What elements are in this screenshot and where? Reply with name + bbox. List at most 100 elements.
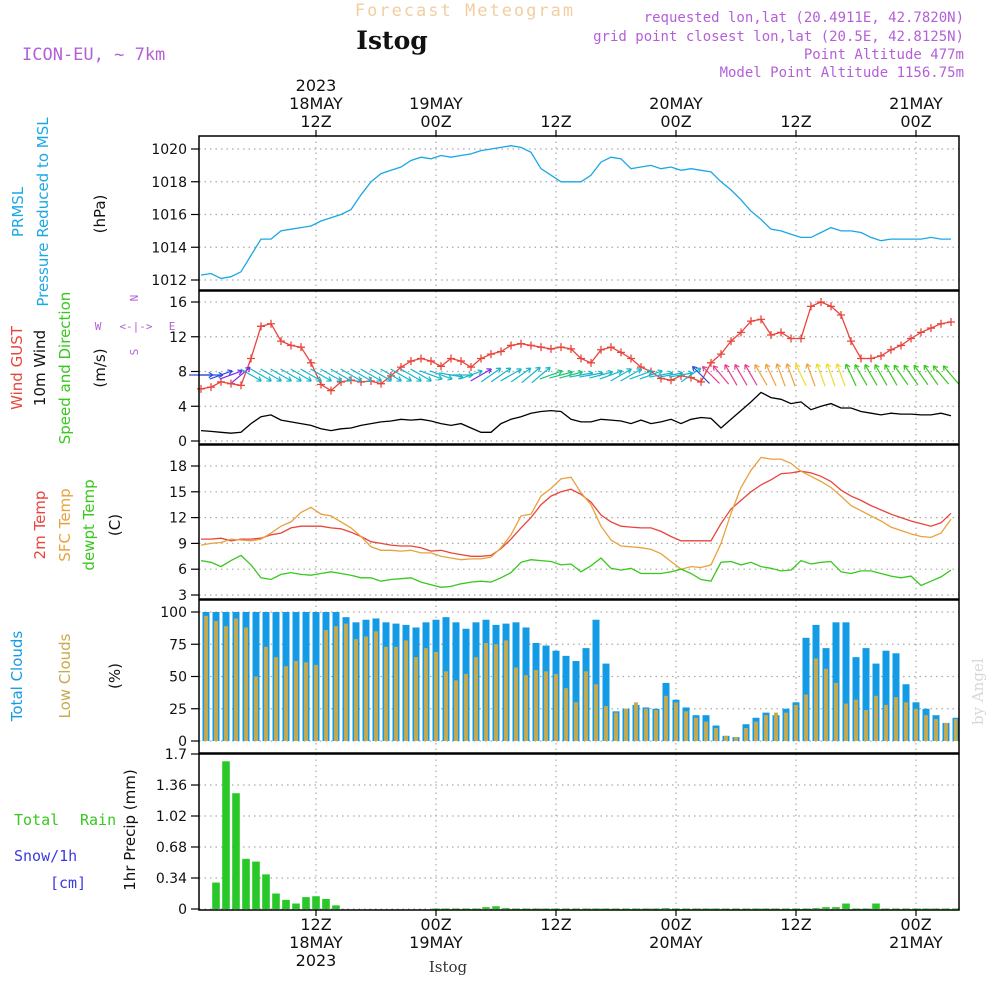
compass-s: S [128,349,141,356]
rain-bar [752,908,760,910]
wind-direction-arrow [620,368,642,382]
low-clouds-bar [464,673,468,741]
wind-direction-arrow [734,364,748,386]
x-tick-label-top: 00Z [660,112,691,131]
y-tick-label: 9 [178,536,187,552]
low-clouds-bar [264,646,268,741]
rain-bar [952,908,960,910]
wind-direction-arrow [805,363,816,387]
gust-marker [597,345,605,354]
low-clouds-bar [634,702,638,741]
rain-bar [442,908,450,910]
wind-direction-arrow [639,369,663,380]
y-tick-label: 100 [160,605,187,621]
temp-unit-label: (C) [106,514,124,536]
prmsl-label: PRMSL [9,186,27,237]
gust-marker [267,319,275,328]
wind-direction-arrow [380,368,402,382]
model-altitude: Model Point Altitude 1156.75m [720,65,964,81]
low-clouds-bar [544,671,548,741]
x-tick-label-top: 18MAY [289,94,343,113]
y-tick-label: 3 [178,588,187,604]
low-clouds-bar [814,658,818,741]
gust-marker [767,331,775,340]
model-label: ICON-EU, ~ 7km [22,45,165,65]
low-clouds-bar [714,728,718,741]
low-clouds-bar [344,623,348,741]
temp-sfc-label: SFC Temp [56,488,74,561]
gust-marker [477,354,485,363]
x-tick-label-bottom: 20MAY [649,933,703,952]
low-clouds-bar [534,670,538,741]
rain-bar [822,907,830,909]
low-clouds-bar [484,642,488,741]
low-clouds-bar [694,717,698,741]
y-tick-label: 0 [178,434,187,450]
wind-direction-arrow [835,363,846,387]
low-clouds-bar [734,737,738,741]
gust-marker [797,334,805,343]
rain-bar [832,907,840,909]
low-clouds-bar [454,680,458,741]
y-tick-label: 4 [178,399,187,415]
y-tick-label: 0.34 [156,871,187,887]
wind-direction-arrow [521,366,541,384]
wind-direction-arrow [490,367,512,383]
location-title: Istog [356,26,427,55]
wind-direction-arrow [390,368,412,382]
rain-bar [942,908,950,910]
wind-direction-arrow [310,368,332,382]
y-tick-label: 0 [178,902,187,918]
compass-legend: N W <-|-> E S [95,295,176,356]
rain-bar [482,907,490,909]
gust-marker [747,317,755,326]
wind-direction-arrow [744,364,758,386]
wind-direction-arrow [884,364,898,386]
x-tick-label-top: 20MAY [649,94,703,113]
gust-marker [827,302,835,311]
gust-marker [457,357,465,366]
y-tick-label: 1.02 [156,809,187,825]
gust-marker [707,358,715,367]
low-clouds-bar [784,712,788,741]
rain-bar [782,908,790,910]
x-tick-label-top: 2023 [296,76,337,95]
rain-bar [932,908,940,910]
low-clouds-bar [244,627,248,741]
rain-bar [592,908,600,910]
wind-direction-arrow [480,367,502,383]
gust-marker [207,383,215,392]
rain-bar [212,882,220,909]
panel-frame [198,290,960,445]
temp-sfc-line [200,456,952,570]
total-clouds-bar [842,622,850,741]
precip-snow-label: Snow/1h [14,847,77,865]
gust-marker [667,376,675,385]
wind-direction-arrow [231,366,251,384]
rain-bar [542,908,550,910]
rain-bar [292,903,300,909]
rain-bar [812,908,820,909]
rain-bar [762,908,770,910]
gust-marker [877,351,885,360]
low-clouds-bar [824,668,828,741]
total-clouds-bar [882,650,890,741]
low-clouds-bar [204,615,208,741]
y-tick-label: 1.7 [165,747,187,763]
rain-bar [322,898,330,909]
rain-bar [242,858,250,909]
y-tick-label: 12 [169,330,187,346]
low-clouds-bar [294,661,298,741]
wind-direction-arrow [400,368,422,382]
gust-marker [657,374,665,383]
precip-axis-label: 1hr Precip (mm) [121,769,139,890]
y-tick-label: 18 [169,459,187,475]
rain-bar [512,908,520,910]
rain-bar [892,908,900,910]
low-clouds-bar [604,706,608,741]
rain-bar [652,908,660,910]
gust-marker [307,358,315,367]
low-clouds-bar [214,621,218,741]
wind-direction-arrow [903,364,919,386]
low-clouds-bar [574,702,578,741]
